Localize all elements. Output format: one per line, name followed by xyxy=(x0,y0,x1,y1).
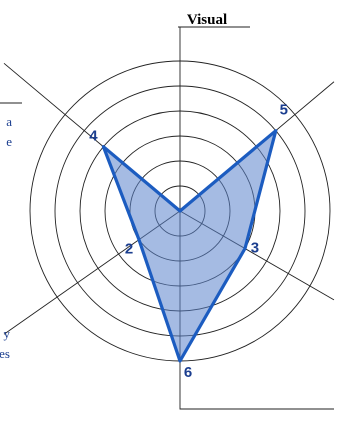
series-area xyxy=(101,129,278,363)
chart-title: Visual xyxy=(187,12,227,28)
axis-label-2-line-0: y xyxy=(4,326,11,341)
axis-labels: ae y es xyxy=(0,114,12,361)
value-label-3: 6 xyxy=(184,364,192,381)
axis-label-1-line-1: e xyxy=(6,134,12,149)
axis-label-2-line-1: es xyxy=(0,346,10,361)
value-label-4: 3 xyxy=(251,240,259,257)
value-label-1: 4 xyxy=(89,128,98,145)
value-labels: 4 2 6 3 5 xyxy=(89,102,288,381)
value-label-2: 2 xyxy=(125,241,133,258)
axis-label-1-line-0: a xyxy=(6,114,12,129)
value-label-5: 5 xyxy=(280,102,288,119)
